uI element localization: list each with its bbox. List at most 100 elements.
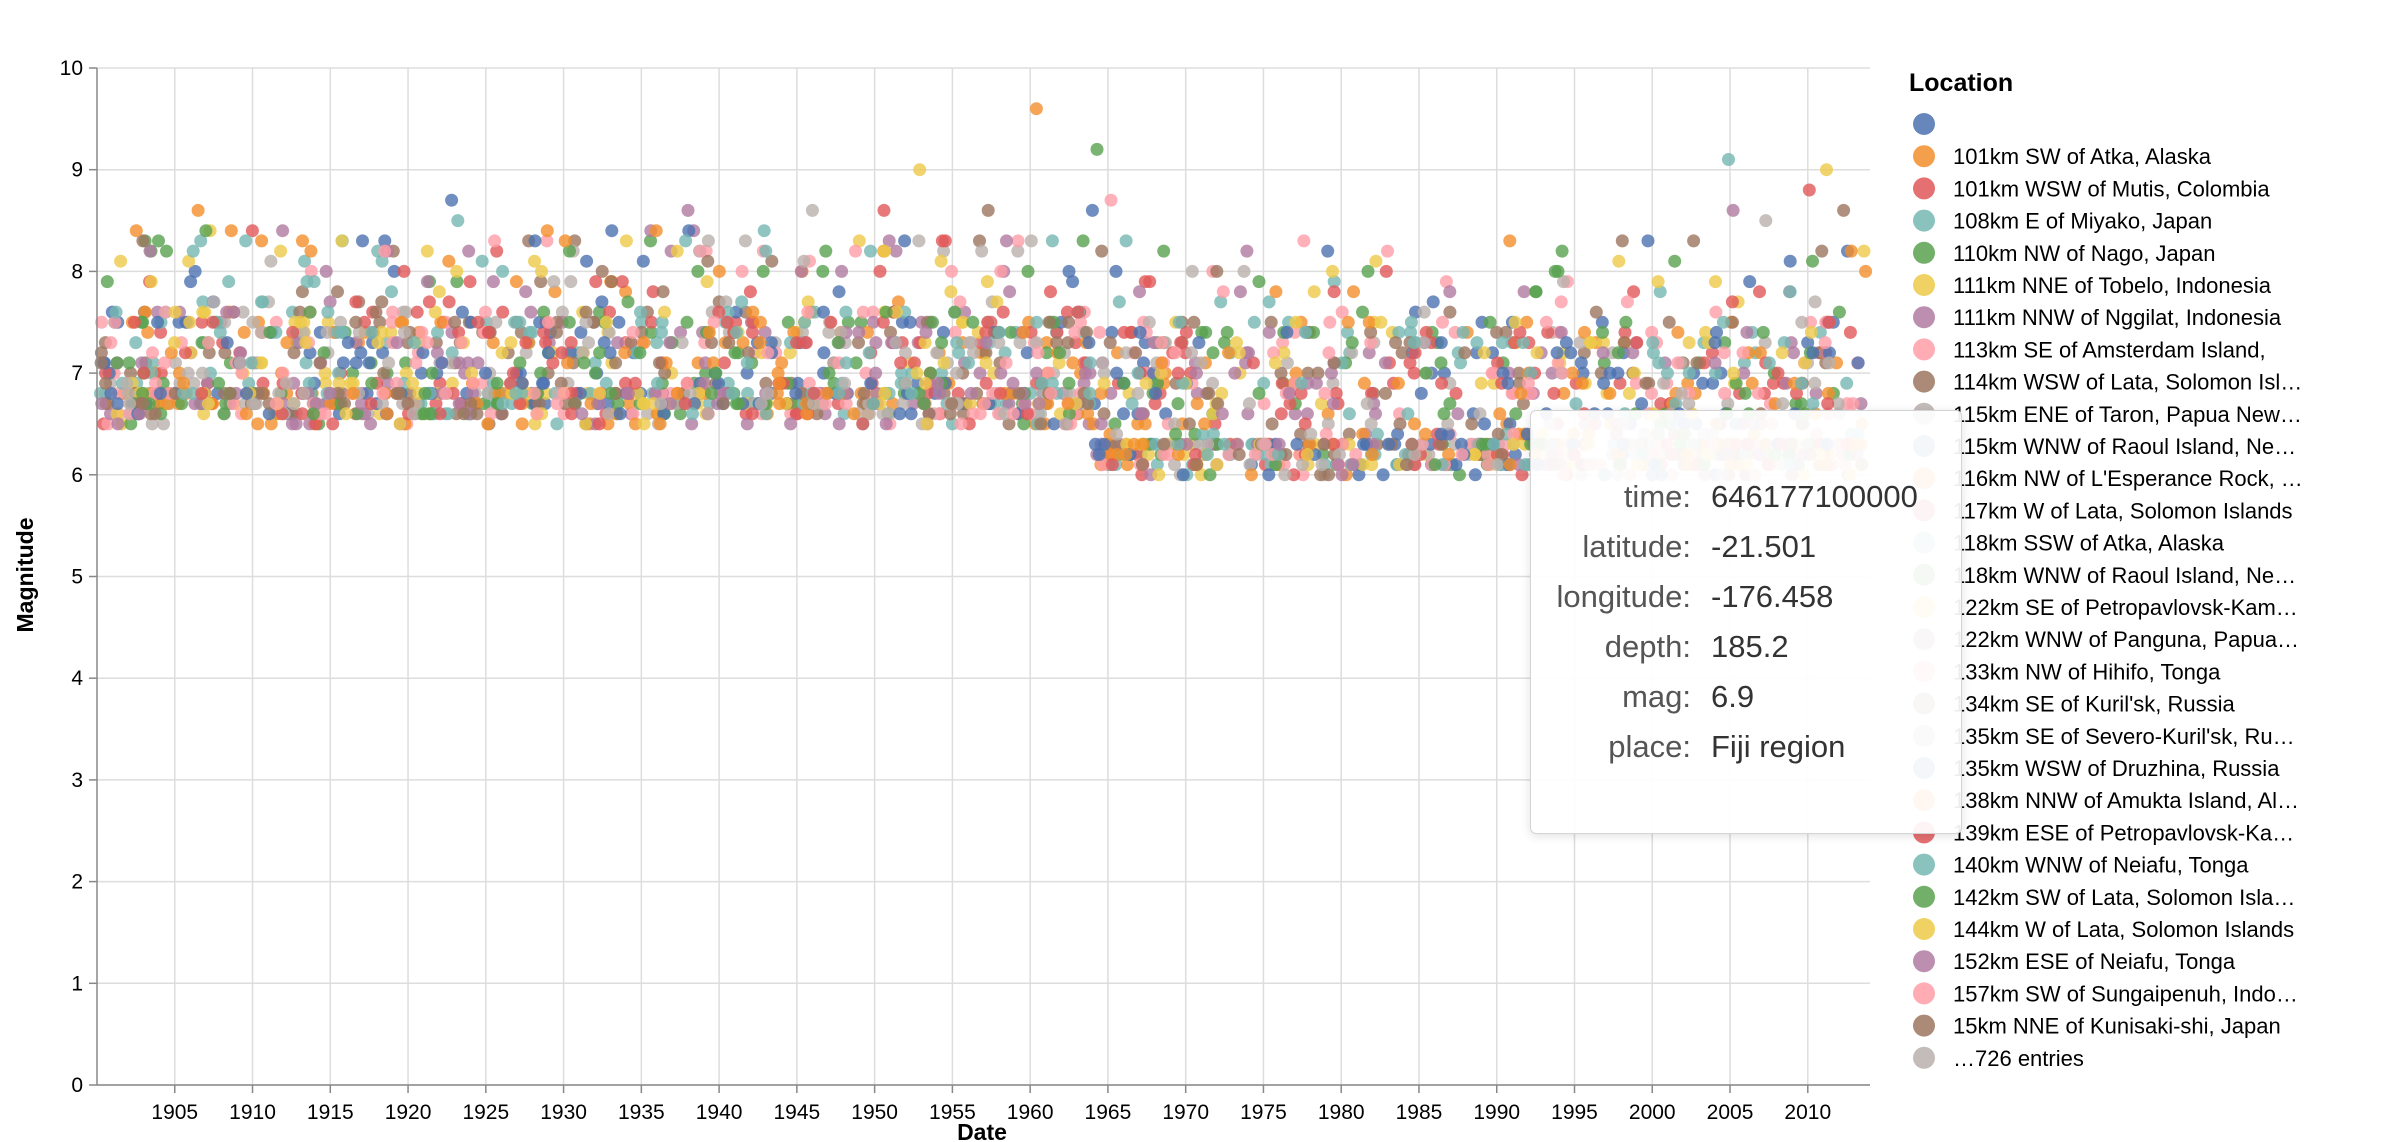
- data-point: [935, 366, 949, 380]
- data-point: [1248, 448, 1262, 461]
- legend-item[interactable]: 15km NNE of Kunisaki-shi, Japan: [1913, 1014, 2281, 1039]
- tooltip-key: place:: [1608, 729, 1691, 764]
- data-point: [759, 407, 773, 421]
- data-point: [648, 386, 662, 400]
- legend-item[interactable]: 157km SW of Sungaipenuh, Indo…: [1913, 981, 2298, 1006]
- legend-item[interactable]: 101km WSW of Mutis, Colombia: [1913, 176, 2270, 201]
- data-point: [323, 386, 337, 400]
- data-point: [740, 356, 754, 370]
- data-point: [650, 336, 664, 350]
- data-point: [1809, 386, 1823, 400]
- data-point: [977, 397, 991, 411]
- data-point: [264, 254, 278, 268]
- data-point: [1635, 397, 1649, 411]
- data-point: [202, 346, 216, 360]
- data-point: [409, 356, 423, 370]
- data-point: [1044, 386, 1058, 400]
- data-point: [852, 336, 865, 350]
- data-point: [649, 224, 663, 238]
- data-point: [144, 275, 158, 289]
- legend-item[interactable]: 144km W of Lata, Solomon Islands: [1913, 917, 2294, 942]
- data-point: [789, 386, 803, 400]
- data-point: [1843, 325, 1857, 339]
- x-tick-label: 1950: [851, 1101, 898, 1124]
- legend-item[interactable]: 122km SE of Petropavlovsk-Kam…: [1913, 595, 2298, 620]
- data-point: [1215, 407, 1229, 421]
- legend-item[interactable]: 111km NNE of Tobelo, Indonesia: [1913, 273, 2272, 298]
- data-point: [256, 295, 270, 309]
- legend-label: 135km SE of Severo-Kuril'sk, Ru…: [1953, 724, 2295, 749]
- legend-item[interactable]: 152km ESE of Neiafu, Tonga: [1913, 949, 2236, 974]
- data-point: [1346, 458, 1360, 472]
- data-point: [990, 295, 1004, 309]
- legend-item[interactable]: 111km NNW of Nggilat, Indonesia: [1913, 305, 2282, 330]
- data-point: [1194, 356, 1208, 370]
- legend-item[interactable]: 138km NNW of Amukta Island, Al…: [1913, 788, 2299, 813]
- data-point: [564, 336, 578, 350]
- data-point: [693, 244, 707, 258]
- legend-item[interactable]: 133km NW of Hihifo, Tonga: [1913, 659, 2221, 684]
- data-point: [603, 346, 617, 360]
- data-point: [835, 264, 849, 278]
- legend-item[interactable]: 140km WNW of Neiafu, Tonga: [1913, 853, 2249, 878]
- data-point: [145, 417, 159, 431]
- data-point: [410, 305, 424, 319]
- legend-item[interactable]: …726 entries: [1913, 1046, 2084, 1071]
- data-point: [1815, 244, 1829, 258]
- data-point: [1060, 305, 1074, 319]
- data-point: [1776, 397, 1790, 411]
- data-point: [1096, 356, 1110, 370]
- legend-item[interactable]: 115km ENE of Taron, Papua New…: [1913, 402, 2302, 427]
- data-point: [1050, 336, 1064, 350]
- data-point: [866, 305, 880, 319]
- legend-item[interactable]: 110km NW of Nago, Japan: [1913, 241, 2216, 266]
- legend-label: 101km SW of Atka, Alaska: [1953, 144, 2212, 169]
- data-point: [759, 376, 773, 390]
- data-point: [1481, 448, 1495, 461]
- legend-item[interactable]: 142km SW of Lata, Solomon Isla…: [1913, 885, 2295, 910]
- data-point: [1012, 386, 1026, 400]
- data-point: [1374, 315, 1388, 329]
- legend-item[interactable]: 115km WNW of Raoul Island, Ne…: [1913, 434, 2296, 459]
- legend-swatch: [1913, 338, 1935, 361]
- legend-item[interactable]: 108km E of Miyako, Japan: [1913, 209, 2212, 234]
- data-point: [223, 386, 237, 400]
- data-point: [318, 376, 332, 390]
- data-point: [1275, 376, 1289, 390]
- data-point: [1321, 417, 1335, 431]
- legend-swatch: [1913, 885, 1935, 908]
- data-point: [1404, 325, 1417, 339]
- legend-item[interactable]: 116km NW of L'Esperance Rock, …: [1913, 466, 2303, 491]
- data-point: [1301, 366, 1315, 380]
- legend-item[interactable]: 135km WSW of Druzhina, Russia: [1913, 756, 2280, 781]
- data-point: [1751, 386, 1765, 400]
- data-point: [1061, 397, 1075, 411]
- data-point: [199, 224, 213, 238]
- legend-item[interactable]: 118km WNW of Raoul Island, Ne…: [1913, 563, 2296, 588]
- data-point: [548, 285, 562, 299]
- legend-item[interactable]: 101km SW of Atka, Alaska: [1913, 144, 2212, 169]
- data-point: [561, 356, 574, 370]
- axes: 0 1 2 3 4 5 6 7 8 9 10 1905 1910 1915 1920 1925 1930 1935…: [60, 57, 1870, 1124]
- legend-item[interactable]: 117km W of Lata, Solomon Islands: [1913, 498, 2293, 523]
- legend-label: 111km NNW of Nggilat, Indonesia: [1953, 305, 2282, 330]
- data-point: [1024, 234, 1038, 248]
- legend-item[interactable]: 135km SE of Severo-Kuril'sk, Ru…: [1913, 724, 2295, 749]
- data-point: [577, 356, 591, 370]
- data-point: [1208, 417, 1222, 431]
- data-point: [1439, 275, 1453, 289]
- data-point: [1307, 285, 1321, 299]
- legend-item[interactable]: 113km SE of Amsterdam Island,: [1913, 337, 2266, 362]
- legend-item[interactable]: 122km WNW of Panguna, Papua…: [1913, 627, 2299, 652]
- data-point: [563, 244, 576, 258]
- data-point: [1283, 386, 1296, 400]
- legend-item[interactable]: [1913, 113, 1935, 135]
- data-point: [1345, 336, 1359, 350]
- data-point: [952, 346, 966, 360]
- data-point: [1185, 346, 1198, 360]
- legend-item[interactable]: 139km ESE of Petropavlovsk-Ka…: [1913, 820, 2294, 845]
- data-point: [582, 336, 595, 350]
- legend-swatch: [1913, 113, 1935, 135]
- legend-item[interactable]: 114km WSW of Lata, Solomon Isl…: [1913, 370, 2302, 395]
- data-point: [454, 336, 468, 350]
